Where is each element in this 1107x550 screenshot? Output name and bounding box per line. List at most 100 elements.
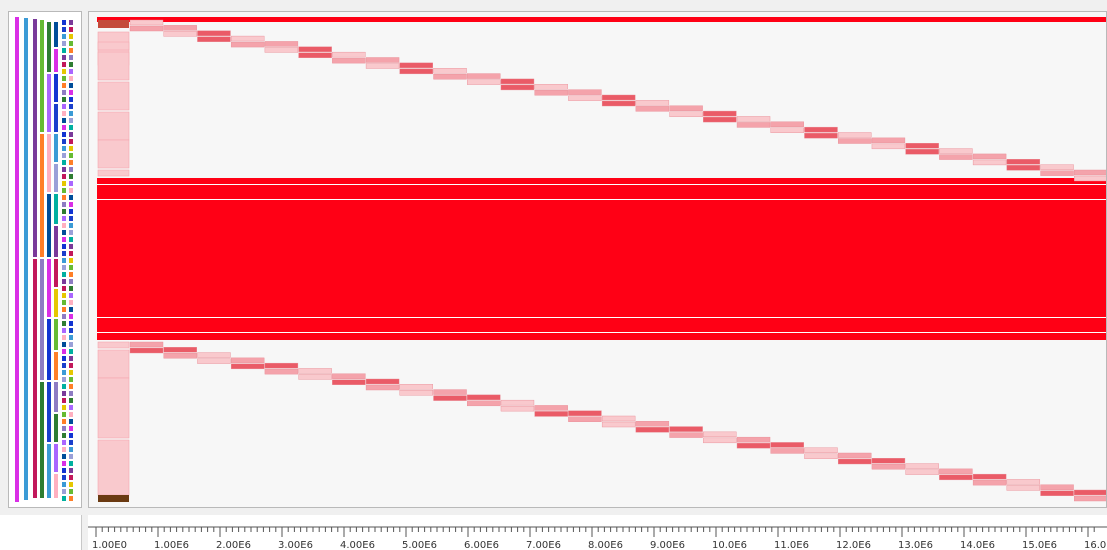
alignment-segment <box>568 89 602 95</box>
leaf-marker <box>69 377 73 382</box>
leaf-marker <box>69 293 73 298</box>
alignment-segment <box>736 122 771 128</box>
sequence-tree-panel[interactable] <box>8 11 82 508</box>
alignment-segment <box>601 94 636 101</box>
ruler-tick-label: 11.0E6 <box>774 540 809 550</box>
leaf-marker <box>62 391 66 396</box>
leaf-marker <box>62 139 66 144</box>
coverage-block <box>98 495 129 502</box>
alignment-segment <box>264 47 299 53</box>
leaf-marker <box>69 111 73 116</box>
ruler-svg: 1.00E0 1.00E6 2.00E6 3.00E6 4.00E6 5.00E6 6.00… <box>88 526 1107 550</box>
leaf-marker <box>69 216 73 221</box>
alignment-segment <box>972 473 1007 480</box>
leaf-marker <box>69 384 73 389</box>
alignment-segment <box>467 400 501 407</box>
tree-branch <box>54 104 58 132</box>
leaf-marker <box>62 307 66 312</box>
alignment-segment <box>298 368 332 374</box>
leaf-marker <box>62 258 66 263</box>
leaf-marker <box>62 97 66 102</box>
alignment-segment <box>332 51 366 58</box>
coverage-block <box>97 51 130 81</box>
tree-branch <box>54 319 58 350</box>
leaf-marker <box>62 447 66 452</box>
leaf-marker <box>62 104 66 109</box>
alignment-segment <box>703 431 737 438</box>
alignment-segment <box>433 74 467 80</box>
tree-branch <box>40 382 44 498</box>
alignment-segment <box>1040 490 1074 496</box>
ruler-tick-label: 9.00E6 <box>650 540 685 550</box>
alignment-segment <box>972 479 1007 486</box>
taxonomy-tree-bars <box>15 17 73 502</box>
tree-branch <box>54 474 58 498</box>
ruler-tick-label: 10.0E6 <box>712 540 747 550</box>
alignment-segment <box>365 63 400 69</box>
alignment-segment <box>298 52 332 58</box>
coverage-block <box>97 139 130 169</box>
alignment-segment <box>230 357 265 364</box>
tree-branch <box>54 352 58 380</box>
alignment-segment <box>871 143 906 150</box>
alignment-segment <box>163 353 197 359</box>
ruler-tick-label: 3.00E6 <box>278 540 313 550</box>
leaf-marker <box>69 83 73 88</box>
leaf-marker <box>62 69 66 74</box>
tree-branch <box>47 194 51 257</box>
leaf-marker <box>62 202 66 207</box>
leaf-marker <box>62 468 66 473</box>
leaf-marker <box>62 181 66 186</box>
leaf-marker <box>69 468 73 473</box>
alignment-segment <box>1074 175 1106 182</box>
leaf-marker <box>69 230 73 235</box>
alignment-segment <box>669 432 703 438</box>
leaf-marker <box>62 41 66 46</box>
ruler-tick-label: 5.00E6 <box>402 540 437 550</box>
coverage-block <box>97 81 130 111</box>
leaf-marker <box>62 174 66 179</box>
leaf-marker <box>62 398 66 403</box>
alignment-segment <box>298 374 332 380</box>
tree-branch <box>47 444 51 498</box>
alignment-segment <box>972 153 1007 160</box>
coverage-block <box>97 41 130 51</box>
leaf-marker <box>62 335 66 340</box>
alignment-segment <box>804 453 838 459</box>
alignment-segment <box>433 68 467 74</box>
alignment-segment <box>905 149 939 155</box>
tree-branch <box>47 74 51 132</box>
leaf-marker <box>62 132 66 137</box>
tree-branch <box>54 194 58 224</box>
leaf-marker <box>69 55 73 60</box>
ruler-tick-label: 1.00E6 <box>154 540 189 550</box>
leaf-marker <box>62 83 66 88</box>
alignment-segment <box>197 30 231 36</box>
alignment-segment <box>838 458 872 465</box>
alignment-segment <box>365 378 400 385</box>
leaf-marker <box>69 489 73 494</box>
alignment-segment <box>804 132 838 139</box>
alignment-segment <box>568 416 602 422</box>
alignment-segment <box>163 31 197 37</box>
position-ruler[interactable]: 1.00E0 1.00E6 2.00E6 3.00E6 4.00E6 5.00E6 6.00… <box>88 515 1107 550</box>
alignment-segment <box>264 362 299 369</box>
alignment-segment <box>163 347 197 353</box>
leaf-marker <box>62 62 66 67</box>
leaf-marker <box>69 454 73 459</box>
alignment-segment <box>129 347 164 354</box>
tree-branch <box>54 289 58 317</box>
leaf-marker <box>62 48 66 53</box>
leaf-marker <box>69 69 73 74</box>
coverage-block <box>97 111 130 141</box>
tree-branch <box>47 319 51 380</box>
tree-branch <box>54 22 58 47</box>
alignment-segment <box>332 57 366 64</box>
leaf-marker <box>69 132 73 137</box>
alignment-segment <box>905 143 939 149</box>
leaf-marker <box>69 104 73 109</box>
alignment-viewer[interactable] <box>88 11 1107 508</box>
alignment-segment <box>129 19 164 26</box>
leaf-marker <box>62 90 66 95</box>
alignment-segment <box>163 25 197 31</box>
